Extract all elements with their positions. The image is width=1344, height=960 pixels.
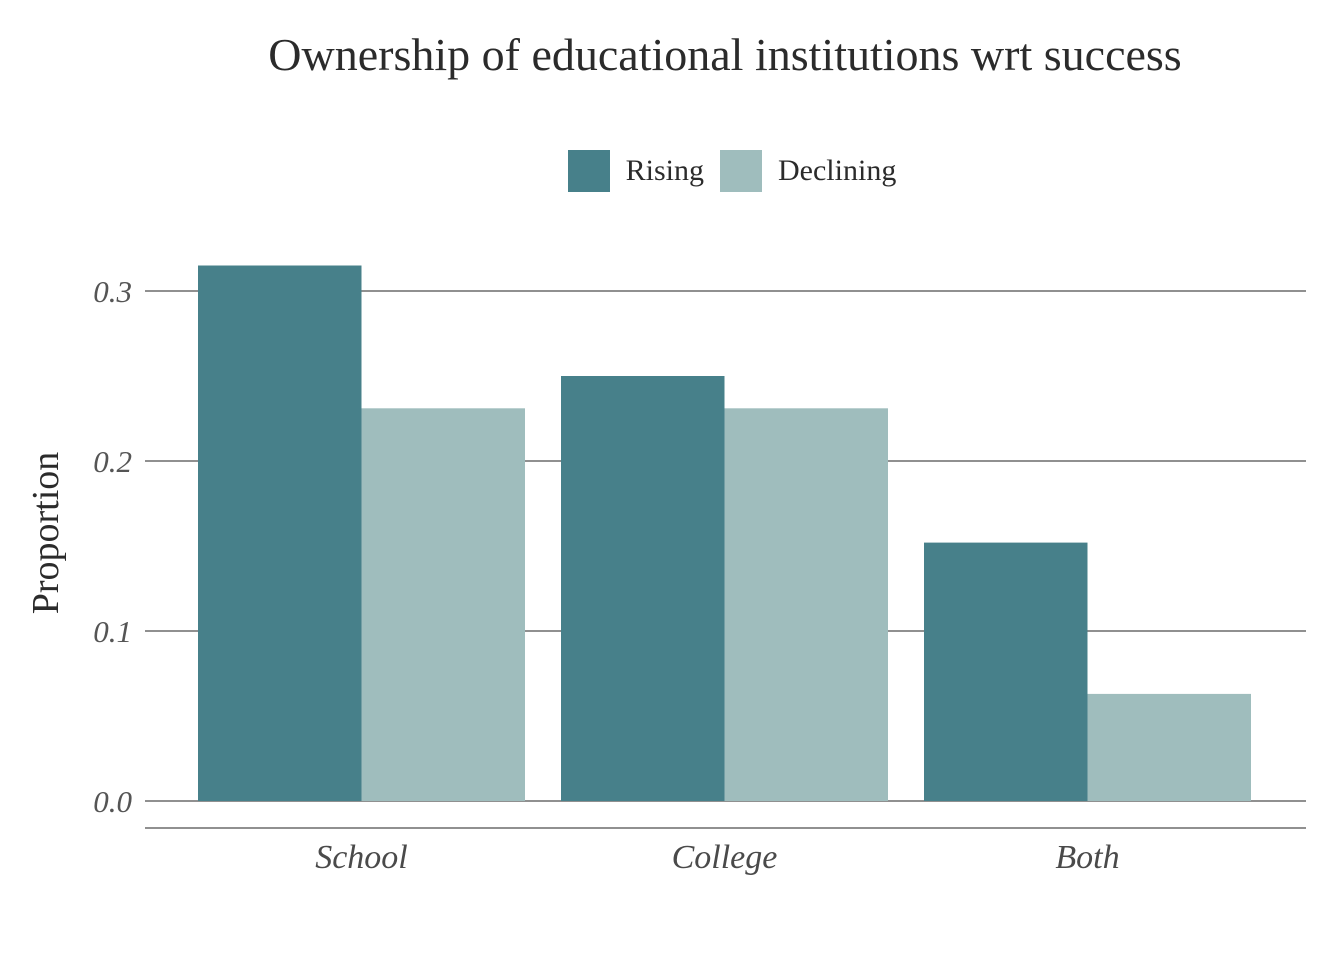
x-tick-label: Both: [1055, 839, 1119, 876]
y-tick-label: 0.3: [93, 274, 132, 309]
bar-declining-college: [724, 408, 888, 801]
chart-title: Ownership of educational institutions wr…: [268, 29, 1182, 80]
bar-rising-college: [561, 376, 725, 801]
bars: [198, 265, 1251, 801]
legend: Rising Declining: [0, 150, 1344, 192]
y-tick-label: 0.0: [93, 784, 132, 819]
legend-swatch-rising: [567, 150, 610, 192]
bar-rising-both: [924, 542, 1088, 801]
bar-declining-both: [1087, 693, 1251, 801]
x-tick-label: School: [315, 839, 408, 876]
x-tick-label: College: [672, 839, 778, 876]
axes: 0.0 0.1 0.2 0.3 School College Both: [93, 274, 1306, 876]
legend-item-rising: Rising: [567, 150, 705, 192]
y-tick-label: 0.2: [93, 444, 132, 479]
legend-label-declining: Declining: [778, 154, 897, 187]
y-axis-label: Proportion: [25, 452, 67, 615]
legend-swatch-declining: [720, 150, 763, 192]
bar-rising-school: [198, 265, 362, 801]
legend-item-declining: Declining: [720, 150, 896, 192]
legend-label-rising: Rising: [625, 154, 705, 187]
y-tick-label: 0.1: [93, 614, 132, 649]
bar-declining-school: [361, 408, 525, 801]
